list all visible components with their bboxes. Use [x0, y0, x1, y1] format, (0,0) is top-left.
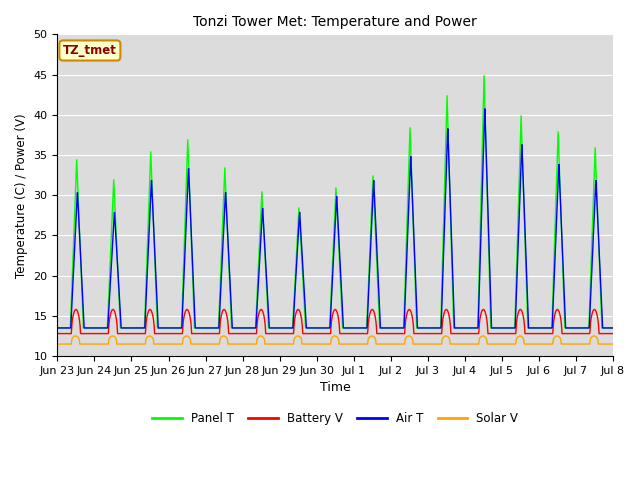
- Panel T: [157, 325, 164, 331]
- Panel T: [480, 73, 488, 79]
- Y-axis label: Temperature (C) / Power (V): Temperature (C) / Power (V): [15, 113, 28, 277]
- Battery V: [585, 331, 593, 336]
- Battery V: [609, 331, 617, 336]
- Legend: Panel T, Battery V, Air T, Solar V: Panel T, Battery V, Air T, Solar V: [147, 407, 523, 430]
- Solar V: [500, 341, 508, 347]
- Air T: [54, 325, 61, 331]
- Panel T: [399, 325, 406, 331]
- Air T: [340, 325, 348, 331]
- Solar V: [54, 341, 61, 347]
- Line: Battery V: Battery V: [58, 310, 613, 334]
- Text: TZ_tmet: TZ_tmet: [63, 44, 117, 57]
- Solar V: [72, 333, 79, 339]
- Solar V: [157, 341, 165, 347]
- Air T: [585, 325, 593, 331]
- Air T: [157, 325, 164, 331]
- Air T: [481, 106, 489, 112]
- Line: Solar V: Solar V: [58, 336, 613, 344]
- Panel T: [340, 325, 348, 331]
- Line: Panel T: Panel T: [58, 76, 613, 328]
- Panel T: [54, 325, 61, 331]
- Battery V: [399, 331, 406, 336]
- Battery V: [54, 331, 61, 336]
- Air T: [399, 325, 406, 331]
- Air T: [205, 325, 212, 331]
- Solar V: [609, 341, 617, 347]
- Title: Tonzi Tower Met: Temperature and Power: Tonzi Tower Met: Temperature and Power: [193, 15, 477, 29]
- Panel T: [205, 325, 212, 331]
- X-axis label: Time: Time: [320, 382, 351, 395]
- Panel T: [609, 325, 617, 331]
- Solar V: [341, 341, 349, 347]
- Air T: [609, 325, 617, 331]
- Battery V: [341, 331, 349, 336]
- Solar V: [205, 341, 213, 347]
- Panel T: [585, 325, 593, 331]
- Line: Air T: Air T: [58, 109, 613, 328]
- Battery V: [157, 331, 165, 336]
- Air T: [500, 325, 508, 331]
- Battery V: [500, 331, 508, 336]
- Solar V: [585, 341, 593, 347]
- Battery V: [72, 307, 80, 312]
- Panel T: [500, 325, 508, 331]
- Battery V: [205, 331, 213, 336]
- Solar V: [399, 341, 406, 347]
